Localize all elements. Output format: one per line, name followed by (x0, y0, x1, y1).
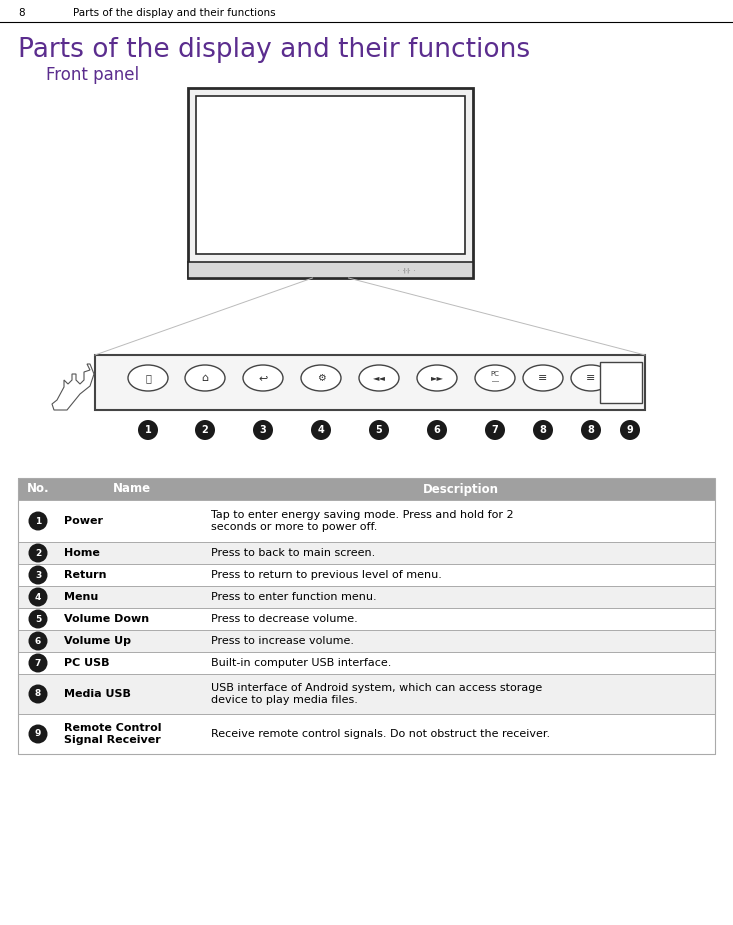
Ellipse shape (185, 365, 225, 391)
Text: 4: 4 (317, 425, 325, 435)
Circle shape (29, 544, 48, 562)
Text: 7: 7 (34, 659, 41, 668)
Text: Receive remote control signals. Do not obstruct the receiver.: Receive remote control signals. Do not o… (211, 729, 550, 739)
Text: Name: Name (113, 483, 151, 496)
Text: Tap to enter energy saving mode. Press and hold for 2
seconds or more to power o: Tap to enter energy saving mode. Press a… (211, 511, 514, 532)
Text: Home: Home (64, 548, 100, 558)
Text: 8: 8 (18, 8, 25, 18)
Circle shape (29, 565, 48, 585)
Text: Remote Control
Signal Receiver: Remote Control Signal Receiver (64, 723, 161, 745)
Text: ·  ·|·|·  ·: · ·|·|· · (398, 267, 415, 273)
Bar (196, 96, 465, 254)
Text: Front panel: Front panel (46, 66, 139, 84)
Text: ⏻: ⏻ (145, 373, 151, 383)
Text: No.: No. (26, 483, 49, 496)
Text: 9: 9 (627, 425, 633, 435)
Text: 1: 1 (35, 516, 41, 525)
Bar (600, 362, 642, 403)
Circle shape (138, 420, 158, 440)
Bar (18, 564, 715, 586)
Text: 2: 2 (35, 549, 41, 558)
Text: Media USB: Media USB (64, 689, 131, 699)
Circle shape (485, 420, 505, 440)
Text: ≡: ≡ (586, 373, 596, 383)
Bar (18, 478, 715, 500)
Circle shape (29, 632, 48, 650)
Text: 9: 9 (34, 730, 41, 738)
Circle shape (427, 420, 447, 440)
Bar (18, 630, 715, 652)
Text: Menu: Menu (64, 592, 98, 602)
Circle shape (29, 587, 48, 607)
Text: 3: 3 (35, 571, 41, 579)
Text: Press to back to main screen.: Press to back to main screen. (211, 548, 375, 558)
Text: Press to increase volume.: Press to increase volume. (211, 636, 354, 646)
Text: Power: Power (64, 516, 103, 526)
Text: 1: 1 (144, 425, 152, 435)
Text: 8: 8 (539, 425, 546, 435)
Text: Press to enter function menu.: Press to enter function menu. (211, 592, 377, 602)
Circle shape (581, 420, 601, 440)
Bar (188, 88, 473, 278)
Text: 5: 5 (375, 425, 383, 435)
Circle shape (533, 420, 553, 440)
Bar (95, 355, 645, 410)
Circle shape (29, 653, 48, 672)
Text: 8: 8 (588, 425, 594, 435)
Circle shape (29, 610, 48, 628)
Text: 6: 6 (434, 425, 441, 435)
Ellipse shape (301, 365, 341, 391)
Circle shape (29, 724, 48, 744)
Text: 3: 3 (259, 425, 266, 435)
Ellipse shape (571, 365, 611, 391)
Text: ►►: ►► (430, 374, 443, 383)
Bar (18, 500, 715, 542)
Text: 7: 7 (492, 425, 498, 435)
Bar (18, 478, 715, 754)
Ellipse shape (417, 365, 457, 391)
Ellipse shape (128, 365, 168, 391)
Text: Built-in computer USB interface.: Built-in computer USB interface. (211, 658, 391, 668)
Circle shape (620, 420, 640, 440)
Bar (188, 262, 473, 278)
Bar (18, 652, 715, 674)
Text: ⌂: ⌂ (202, 373, 209, 383)
Bar (18, 674, 715, 714)
Circle shape (311, 420, 331, 440)
Text: Return: Return (64, 570, 106, 580)
Ellipse shape (243, 365, 283, 391)
Bar (18, 542, 715, 564)
Bar (18, 714, 715, 754)
Text: 6: 6 (35, 636, 41, 646)
Text: PC
―: PC ― (490, 372, 499, 385)
Text: 2: 2 (202, 425, 208, 435)
Text: ≡: ≡ (538, 373, 548, 383)
Ellipse shape (475, 365, 515, 391)
Circle shape (253, 420, 273, 440)
Text: USB interface of Android system, which can access storage
device to play media f: USB interface of Android system, which c… (211, 684, 542, 705)
Text: Description: Description (422, 483, 498, 496)
Text: 8: 8 (35, 689, 41, 698)
Text: 5: 5 (35, 614, 41, 623)
Text: ◄◄: ◄◄ (372, 374, 386, 383)
Text: PC USB: PC USB (64, 658, 109, 668)
Text: Volume Down: Volume Down (64, 614, 149, 624)
Circle shape (369, 420, 389, 440)
Text: ⚙: ⚙ (317, 373, 325, 383)
Circle shape (29, 512, 48, 531)
Circle shape (195, 420, 215, 440)
Text: Parts of the display and their functions: Parts of the display and their functions (73, 8, 276, 18)
Text: ↩: ↩ (258, 373, 268, 383)
Text: Parts of the display and their functions: Parts of the display and their functions (18, 37, 530, 63)
Circle shape (29, 684, 48, 704)
Bar (18, 608, 715, 630)
Ellipse shape (359, 365, 399, 391)
Text: Press to decrease volume.: Press to decrease volume. (211, 614, 358, 624)
Text: 4: 4 (34, 593, 41, 601)
Text: Volume Up: Volume Up (64, 636, 131, 646)
Bar (18, 586, 715, 608)
Ellipse shape (523, 365, 563, 391)
Text: Press to return to previous level of menu.: Press to return to previous level of men… (211, 570, 442, 580)
